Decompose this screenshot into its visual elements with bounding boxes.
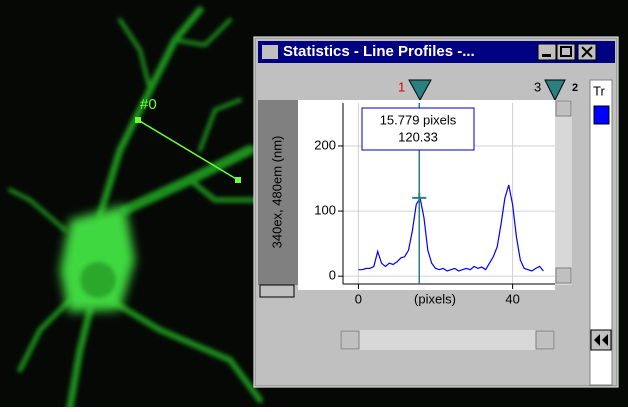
roi-label: #0 [140, 96, 157, 113]
y-tick-label: 200 [314, 137, 336, 152]
window-title: Statistics - Line Profiles -... [283, 43, 475, 60]
scroll-arrows[interactable] [260, 285, 294, 297]
window-buttons[interactable] [538, 44, 596, 60]
screen: #0 Statistics - Line Profiles -... 1 3 2… [0, 0, 628, 407]
marker-label: 3 [534, 79, 541, 94]
marker-label: 2 [572, 82, 578, 94]
cursor-y-label: 120.33 [398, 129, 438, 144]
nucleus [80, 262, 116, 298]
v-scrollbar[interactable] [555, 100, 572, 285]
stats-window: Statistics - Line Profiles -... 1 3 2 Tr… [254, 37, 618, 387]
trace-swatch[interactable] [594, 106, 609, 124]
cursor-x-label: 15.779 pixels [380, 112, 457, 127]
y-axis-label: 340ex, 480em (nm) [269, 136, 284, 249]
x-axis-label: (pixels) [414, 291, 456, 306]
x-tick-label: 0 [355, 291, 362, 306]
roi-handle[interactable] [235, 177, 241, 183]
roi-handle[interactable] [135, 117, 141, 123]
y-tick-label: 0 [329, 268, 336, 283]
y-tick-label: 100 [314, 203, 336, 218]
marker-label: 1 [398, 79, 405, 94]
h-scrollbar[interactable] [340, 330, 555, 350]
window-icon [262, 45, 278, 59]
x-tick-label: 40 [505, 291, 519, 306]
side-panel-label: Tr [593, 83, 605, 98]
